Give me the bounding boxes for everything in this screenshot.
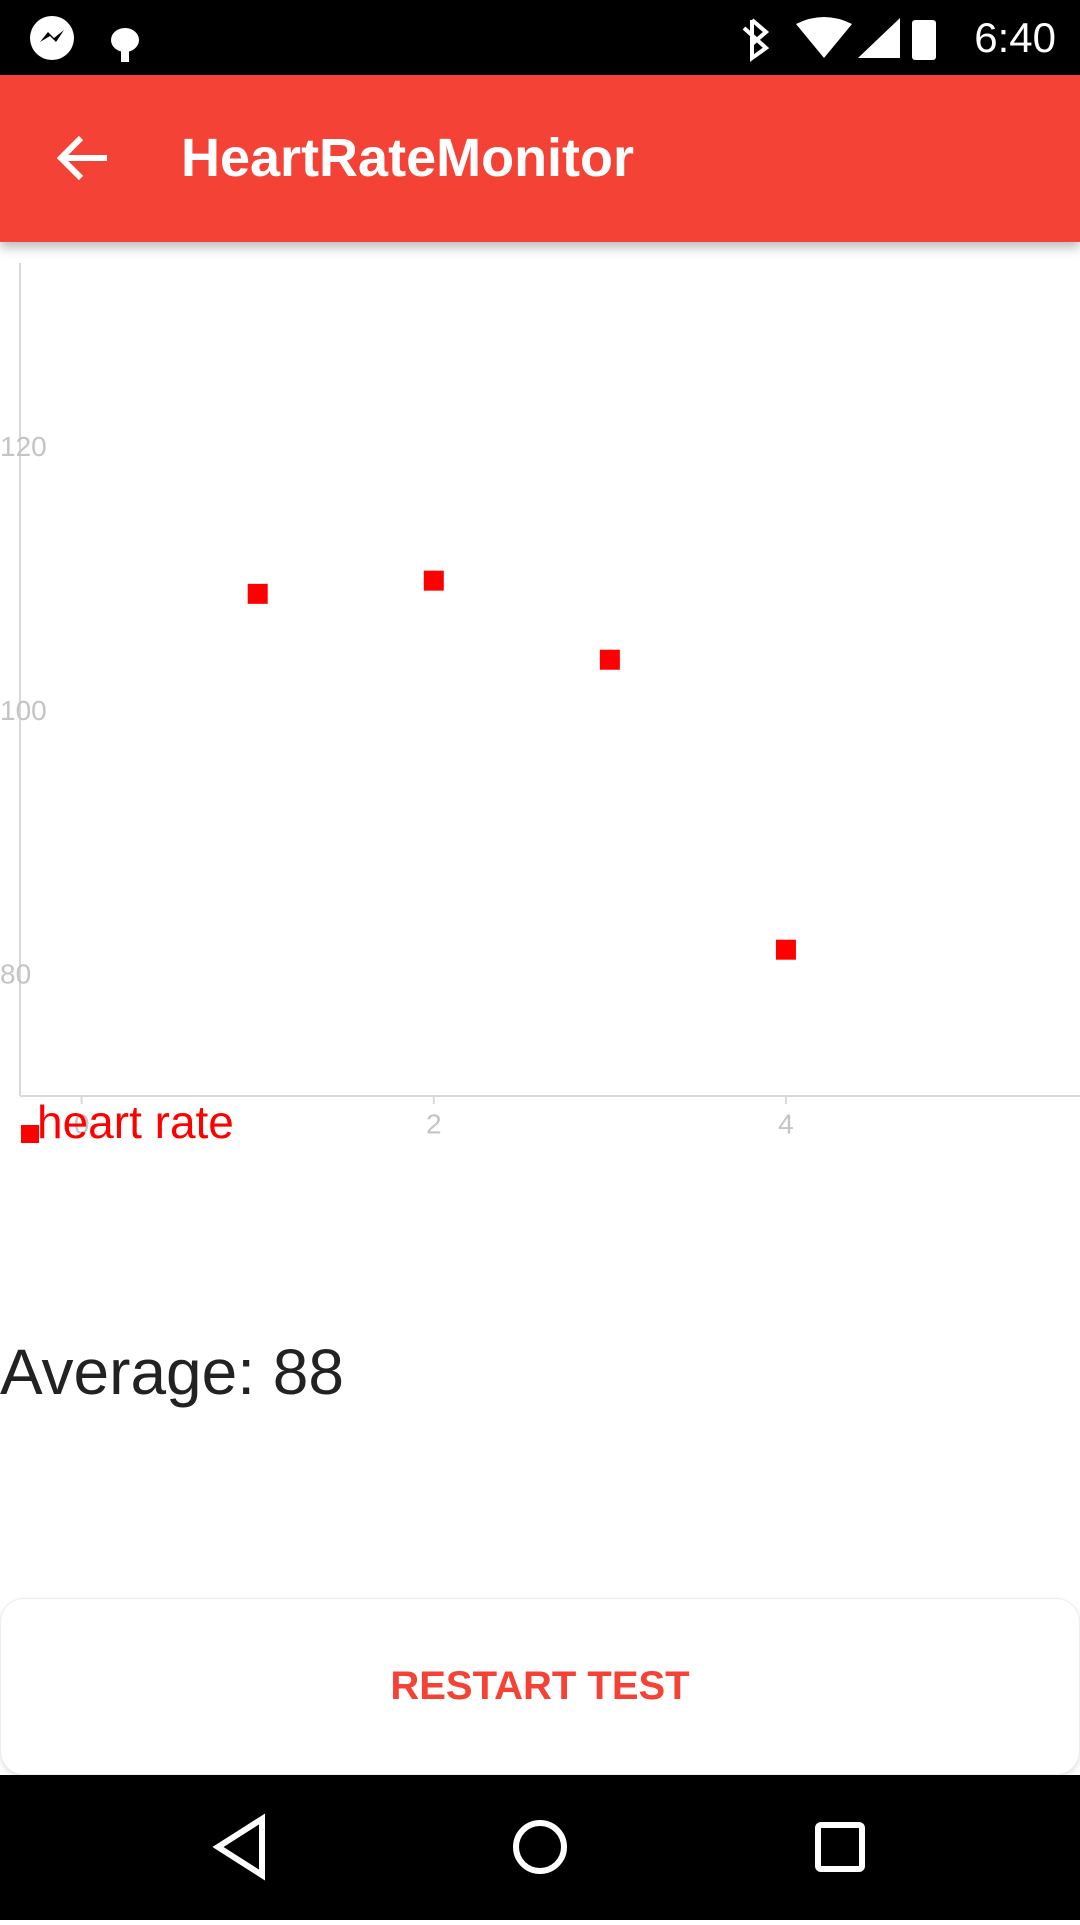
app-title: HeartRateMonitor — [181, 128, 635, 188]
x-tick-label: 4 — [778, 1108, 794, 1139]
y-tick-label: 80 — [0, 958, 31, 989]
back-button[interactable] — [55, 133, 115, 183]
status-bar: 6:40 — [0, 0, 1080, 75]
y-tick-label: 100 — [0, 695, 47, 726]
x-tick-label: 0 — [74, 1108, 90, 1139]
legend-marker — [21, 1125, 39, 1143]
recents-nav[interactable] — [815, 1822, 865, 1872]
chart: 80 100 120 0 2 4 heart rate — [0, 263, 1080, 1148]
back-nav[interactable] — [212, 1813, 265, 1881]
point — [423, 570, 444, 591]
status-icons — [30, 16, 139, 62]
legend-label: heart rate — [37, 1096, 234, 1148]
button-label: RESTART TEST — [390, 1664, 690, 1708]
y-tick-label: 120 — [0, 431, 47, 462]
clock: 6:40 — [974, 14, 1056, 61]
home-nav[interactable] — [513, 1820, 567, 1874]
average-text: Average: 88 — [0, 1336, 344, 1408]
nav-bar — [0, 1775, 1080, 1920]
point — [775, 939, 796, 960]
nav-icons — [212, 1813, 865, 1881]
x-tick-label: 2 — [426, 1108, 442, 1139]
system-icons — [742, 17, 936, 62]
app-bar: HeartRateMonitor — [0, 75, 1080, 242]
restart-button[interactable]: RESTART TEST — [0, 1598, 1080, 1775]
point — [247, 583, 268, 604]
point — [599, 649, 620, 670]
